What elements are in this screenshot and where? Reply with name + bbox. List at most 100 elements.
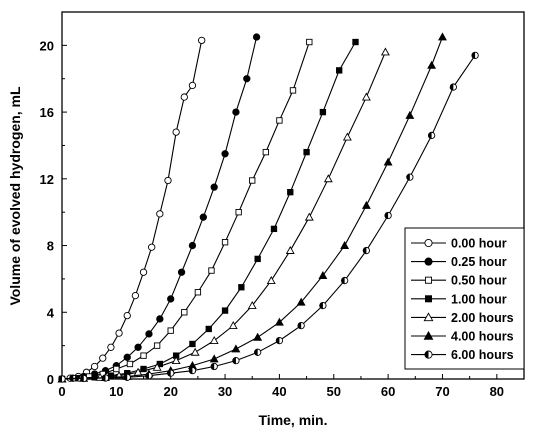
data-point [228, 321, 238, 330]
data-point [270, 225, 278, 233]
series-line [61, 36, 258, 380]
series [58, 33, 261, 383]
data-point [287, 188, 294, 196]
data-point [221, 307, 229, 314]
data-point [148, 243, 156, 251]
data-point [262, 148, 269, 156]
data-point [424, 257, 433, 266]
data-point [471, 51, 479, 60]
data-point [90, 362, 99, 371]
series [58, 36, 206, 383]
data-point [232, 356, 240, 365]
data-point [131, 291, 140, 300]
series [58, 38, 313, 383]
data-point [167, 295, 175, 303]
data-point [449, 83, 457, 91]
data-point [80, 374, 88, 383]
data-point [156, 315, 164, 323]
data-point [198, 36, 206, 45]
data-point [210, 362, 218, 371]
legend-label: 4.00 hours [451, 330, 514, 344]
data-point [199, 213, 207, 221]
data-point [140, 352, 147, 359]
y-axis-title: Volume of evolved hydrogen, mL [7, 86, 23, 306]
data-point [209, 354, 219, 363]
data-point [336, 67, 343, 74]
data-point [340, 240, 350, 249]
data-point [405, 110, 415, 119]
data-point [194, 289, 202, 296]
data-point [289, 87, 297, 94]
legend-box [404, 227, 525, 370]
series-line [61, 51, 386, 380]
data-point [177, 268, 186, 276]
data-point [231, 344, 241, 353]
data-point [424, 276, 433, 284]
data-point [172, 128, 180, 136]
data-point [361, 200, 371, 209]
data-point [101, 374, 110, 382]
y-tick-label: 20 [40, 38, 54, 53]
data-point [243, 75, 251, 83]
data-point [254, 348, 262, 356]
data-point [221, 239, 229, 246]
x-tick-label: 30 [218, 384, 232, 399]
data-point [99, 354, 107, 362]
x-tick-label: 10 [109, 384, 123, 399]
x-tick-label: 0 [58, 384, 65, 399]
data-point [438, 32, 447, 41]
data-point [342, 132, 352, 141]
legend: 0.00 hour 0.25 hour 0.50 hour 1.00 hour 2.00… [404, 227, 525, 370]
data-point [406, 173, 414, 181]
data-point [266, 275, 276, 284]
data-point [352, 38, 359, 46]
data-point [139, 268, 148, 276]
y-tick-label: 4 [47, 305, 55, 320]
data-point [253, 332, 263, 341]
x-tick-label: 20 [163, 384, 177, 399]
data-point [145, 372, 153, 380]
legend-label: 0.25 hour [451, 255, 507, 269]
data-point [285, 245, 295, 254]
data-point [134, 343, 142, 351]
data-point [189, 340, 196, 348]
data-point [252, 33, 261, 41]
x-tick-label: 80 [490, 384, 504, 399]
data-point [152, 362, 162, 371]
data-point [380, 47, 390, 56]
data-point [383, 157, 393, 166]
legend-label: 2.00 hours [451, 311, 514, 325]
data-point [323, 174, 333, 183]
series-line [61, 40, 203, 380]
data-point [296, 297, 306, 306]
data-point [167, 369, 175, 377]
data-point [123, 373, 131, 381]
legend-entry: 6.00 hours [411, 348, 514, 362]
series [58, 38, 359, 383]
data-point [319, 108, 327, 116]
data-point [153, 342, 161, 349]
data-point [115, 329, 123, 337]
data-point [427, 131, 436, 140]
data-point [208, 267, 215, 274]
x-tick-label: 60 [381, 384, 395, 399]
data-point [221, 150, 229, 158]
data-point [361, 92, 371, 101]
data-point [167, 327, 174, 334]
data-point [209, 336, 219, 345]
series [57, 47, 390, 383]
legend-entry: 1.00 hour [411, 292, 507, 306]
y-tick-label: 12 [40, 172, 54, 187]
legend-entry: 0.50 hour [411, 274, 507, 288]
data-point [249, 177, 256, 184]
data-point [424, 295, 433, 303]
data-point [210, 183, 218, 191]
legend-entry: 2.00 hours [411, 311, 514, 325]
data-point [123, 353, 131, 361]
data-point [123, 311, 131, 320]
data-point [156, 210, 164, 218]
legend-label: 6.00 hours [451, 348, 514, 362]
data-point [235, 209, 242, 216]
series [57, 32, 447, 383]
